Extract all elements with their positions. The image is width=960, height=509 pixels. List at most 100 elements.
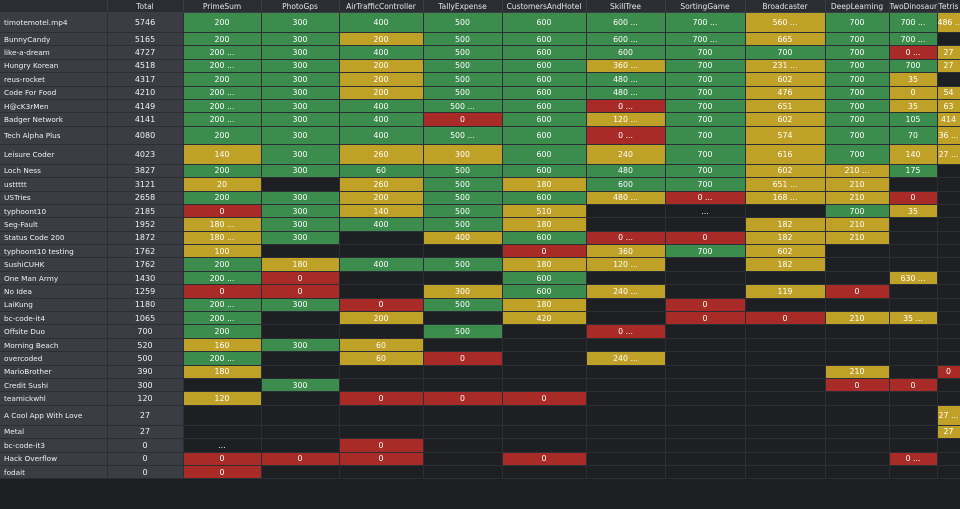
score-cell[interactable]: 400 <box>339 126 424 145</box>
score-cell[interactable]: 600 ... <box>586 12 666 33</box>
score-cell[interactable]: 500 <box>423 204 503 219</box>
score-cell[interactable]: 140 <box>183 144 262 165</box>
score-cell[interactable]: 0 ... <box>889 45 938 60</box>
score-cell[interactable]: 0 <box>339 452 424 466</box>
team-name[interactable]: USTries <box>0 191 108 205</box>
score-cell[interactable]: 0 <box>423 391 503 406</box>
score-cell[interactable]: 60 <box>339 338 424 353</box>
score-cell[interactable]: 602 <box>745 112 826 127</box>
team-name[interactable]: reus-rocket <box>0 72 108 87</box>
score-cell[interactable]: 500 ... <box>423 99 503 114</box>
score-cell[interactable]: 240 ... <box>586 284 666 299</box>
score-cell[interactable]: 200 ... <box>183 311 262 326</box>
score-cell[interactable]: 510 <box>502 204 587 219</box>
score-cell[interactable]: 300 <box>261 217 340 232</box>
score-cell[interactable]: 600 <box>502 144 587 165</box>
score-cell[interactable]: 300 <box>261 72 340 87</box>
score-cell[interactable]: 180 <box>261 257 340 272</box>
score-cell[interactable]: 500 <box>423 324 503 339</box>
team-name[interactable]: SushiCUHK <box>0 257 108 272</box>
team-name[interactable]: Loch Ness <box>0 164 108 179</box>
score-cell[interactable]: 700 ... <box>889 32 938 47</box>
column-header-primesum[interactable]: PrimeSum <box>183 0 262 13</box>
score-cell[interactable]: 700 ... <box>889 12 938 33</box>
team-name[interactable]: Code For Food <box>0 86 108 100</box>
score-cell[interactable]: 0 <box>423 351 503 366</box>
score-cell[interactable]: 200 ... <box>183 59 262 74</box>
score-cell[interactable]: 700 <box>665 144 746 165</box>
column-header-sortinggame[interactable]: SortingGame <box>665 0 746 13</box>
score-cell[interactable]: 700 <box>825 112 890 127</box>
score-cell[interactable]: 300 <box>261 126 340 145</box>
score-cell[interactable]: 600 <box>502 284 587 299</box>
score-cell[interactable]: 700 <box>825 72 890 87</box>
team-name[interactable]: Badger Network <box>0 112 108 127</box>
score-cell[interactable]: 200 <box>183 164 262 179</box>
score-cell[interactable]: 0 <box>183 465 262 480</box>
score-cell[interactable]: 200 <box>183 191 262 205</box>
score-cell[interactable]: 300 <box>261 45 340 60</box>
score-cell[interactable]: 476 <box>745 86 826 100</box>
score-cell[interactable]: 180 <box>502 217 587 232</box>
team-name[interactable]: Hungry Korean <box>0 59 108 74</box>
score-cell[interactable]: 600 <box>502 191 587 205</box>
score-cell[interactable]: 500 <box>423 191 503 205</box>
team-name[interactable]: teamickwhl <box>0 391 108 406</box>
score-cell[interactable]: 240 ... <box>586 351 666 366</box>
score-cell[interactable]: 200 <box>339 311 424 326</box>
score-cell[interactable]: 180 <box>183 365 262 379</box>
score-cell[interactable]: 414 <box>937 112 960 127</box>
score-cell[interactable]: 60 <box>339 164 424 179</box>
score-cell[interactable]: 180 ... <box>183 231 262 246</box>
score-cell[interactable]: 500 <box>423 217 503 232</box>
column-header-airtrafficcontroller[interactable]: AirTrafficController <box>339 0 424 13</box>
team-name[interactable]: Metal <box>0 425 108 440</box>
score-cell[interactable]: 700 <box>825 59 890 74</box>
score-cell[interactable]: 700 <box>665 244 746 259</box>
team-name[interactable]: H@cK3rMen <box>0 99 108 114</box>
team-name[interactable]: Credit Sushi <box>0 378 108 393</box>
score-cell[interactable]: 665 <box>745 32 826 47</box>
score-cell[interactable]: 700 <box>665 72 746 87</box>
score-cell[interactable]: 35 <box>889 72 938 87</box>
team-name[interactable]: Morning Beach <box>0 338 108 353</box>
score-cell[interactable]: 0 <box>745 311 826 326</box>
score-cell[interactable]: 210 <box>825 365 890 379</box>
team-name[interactable]: Tech Alpha Plus <box>0 126 108 145</box>
score-cell[interactable]: 700 <box>665 86 746 100</box>
score-cell[interactable]: 300 <box>261 12 340 33</box>
team-name[interactable]: MarioBrother <box>0 365 108 379</box>
score-cell[interactable]: 602 <box>745 72 826 87</box>
score-cell[interactable]: 0 <box>502 244 587 259</box>
score-cell[interactable]: 200 <box>339 32 424 47</box>
score-cell[interactable]: 35 ... <box>889 311 938 326</box>
score-cell[interactable]: 600 <box>502 271 587 286</box>
score-cell[interactable]: 180 <box>502 257 587 272</box>
score-cell[interactable]: 168 ... <box>745 191 826 205</box>
score-cell[interactable]: 200 ... <box>183 86 262 100</box>
score-cell[interactable]: 600 <box>502 72 587 87</box>
team-name[interactable]: timotemotel.mp4 <box>0 12 108 33</box>
score-cell[interactable]: 200 <box>183 32 262 47</box>
score-cell[interactable]: 200 <box>339 59 424 74</box>
score-cell[interactable]: 700 <box>825 99 890 114</box>
score-cell[interactable]: 651 <box>745 99 826 114</box>
score-cell[interactable]: 480 ... <box>586 86 666 100</box>
score-cell[interactable]: 300 <box>261 144 340 165</box>
score-cell[interactable]: 300 <box>261 231 340 246</box>
team-name[interactable]: overcoded <box>0 351 108 366</box>
score-cell[interactable]: 0 <box>937 365 960 379</box>
score-cell[interactable]: 400 <box>339 99 424 114</box>
column-header-deeplearning[interactable]: DeepLearning <box>825 0 890 13</box>
team-name[interactable]: usttttt <box>0 177 108 192</box>
score-cell[interactable]: 0 <box>889 86 938 100</box>
score-cell[interactable]: 630 ... <box>889 271 938 286</box>
score-cell[interactable]: 200 <box>183 12 262 33</box>
score-cell[interactable]: 27 <box>937 59 960 74</box>
score-cell[interactable]: 700 ... <box>665 12 746 33</box>
score-cell[interactable]: 0 <box>261 271 340 286</box>
score-cell[interactable]: 0 <box>889 191 938 205</box>
score-cell[interactable]: 119 <box>745 284 826 299</box>
score-cell[interactable]: 700 ... <box>665 32 746 47</box>
team-name[interactable]: Hack Overflow <box>0 452 108 466</box>
